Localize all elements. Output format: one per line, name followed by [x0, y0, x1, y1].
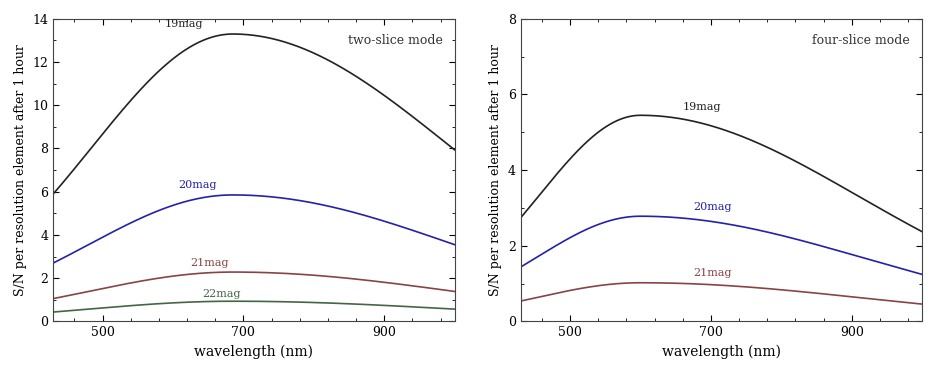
Text: 22mag: 22mag — [202, 289, 241, 299]
Text: 21mag: 21mag — [694, 268, 732, 278]
Y-axis label: S/N per resolution element after 1 hour: S/N per resolution element after 1 hour — [14, 44, 27, 296]
Text: two-slice mode: two-slice mode — [347, 34, 443, 47]
Text: 19mag: 19mag — [682, 101, 722, 112]
Text: 20mag: 20mag — [179, 179, 217, 189]
Text: 20mag: 20mag — [694, 202, 732, 212]
Text: 21mag: 21mag — [191, 258, 229, 269]
X-axis label: wavelength (nm): wavelength (nm) — [195, 345, 314, 359]
Text: 19mag: 19mag — [165, 19, 203, 29]
Y-axis label: S/N per resolution element after 1 hour: S/N per resolution element after 1 hour — [490, 44, 503, 296]
X-axis label: wavelength (nm): wavelength (nm) — [662, 345, 781, 359]
Text: four-slice mode: four-slice mode — [812, 34, 910, 47]
